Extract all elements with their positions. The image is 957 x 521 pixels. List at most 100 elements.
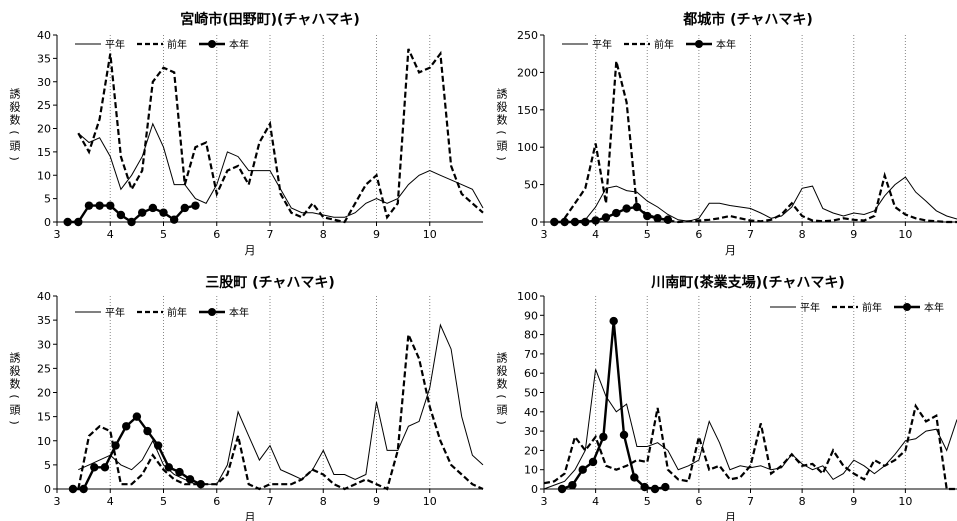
- series-point: [653, 214, 662, 223]
- y-axis-label-char: 頭: [10, 140, 21, 153]
- series-point: [79, 484, 88, 494]
- y-axis-label-char: 数: [10, 114, 21, 127]
- x-tick-label: 7: [747, 495, 754, 508]
- series-line-1: [543, 369, 957, 490]
- series-point: [148, 203, 158, 213]
- legend-label: 本年: [716, 38, 736, 51]
- x-tick-label: 7: [267, 228, 274, 241]
- x-tick-label: 10: [423, 228, 437, 241]
- x-tick-label: 4: [592, 495, 599, 508]
- y-tick-label: 90: [524, 309, 538, 322]
- x-tick-label: 4: [107, 495, 114, 508]
- y-axis-label-char: 頭: [10, 404, 21, 417]
- x-tick-label: 5: [644, 495, 651, 508]
- y-axis-label-char: ): [8, 156, 21, 160]
- series-point: [640, 482, 649, 492]
- y-tick-label: 30: [37, 76, 51, 89]
- series-point: [180, 203, 189, 213]
- y-axis-label-char: 誘: [10, 352, 21, 365]
- series-point: [650, 484, 660, 494]
- x-tick-label: 6: [213, 228, 220, 241]
- legend: 平年 前年 本年: [770, 301, 944, 314]
- x-tick-label: 6: [213, 495, 220, 508]
- legend-label: 前年: [167, 38, 187, 51]
- series-point: [591, 216, 600, 225]
- y-tick-label: 5: [44, 459, 51, 472]
- chart-panel-3: 三股町 (チャハマキ) 0 5 10 15 20 25 30 35 40 3 4 5 6 7 8 9 10 月 誘殺数…: [8, 275, 484, 521]
- series-point: [159, 208, 168, 217]
- series-point: [68, 484, 78, 494]
- series-point: [116, 210, 126, 220]
- x-tick-label: 3: [541, 495, 548, 508]
- legend-label: 本年: [229, 306, 249, 319]
- series-point: [550, 217, 559, 227]
- series-point: [588, 457, 598, 467]
- y-tick-label: 40: [37, 29, 51, 42]
- chart-title: 川南町(茶業支場)(チャハマキ): [650, 274, 844, 291]
- y-axis-label-char: 誘: [497, 352, 508, 365]
- series-point: [122, 422, 131, 431]
- legend-marker: [208, 308, 216, 316]
- series-point: [95, 201, 104, 210]
- series-point: [663, 215, 673, 224]
- series-point: [63, 217, 72, 227]
- series-point: [127, 217, 136, 227]
- x-tick-label: 3: [541, 228, 548, 241]
- chart-title: 宮崎市(田野町)(チャハマキ): [180, 11, 359, 28]
- y-tick-label: 30: [37, 338, 51, 351]
- y-tick-label: 35: [37, 314, 51, 327]
- y-tick-label: 0: [531, 483, 538, 496]
- y-tick-label: 35: [37, 52, 51, 65]
- y-axis-label-char: (: [495, 394, 508, 398]
- series-point: [612, 208, 621, 218]
- y-tick-label: 10: [524, 464, 538, 477]
- y-axis-label-char: 殺: [10, 100, 21, 114]
- series-point: [619, 430, 629, 440]
- series-point: [568, 480, 577, 490]
- series-line-1: [78, 323, 484, 485]
- series-point: [630, 473, 639, 482]
- series-point: [581, 217, 590, 227]
- legend-label: 前年: [862, 301, 882, 314]
- y-tick-label: 5: [44, 193, 51, 206]
- legend-label: 本年: [924, 301, 944, 314]
- legend-marker: [695, 40, 703, 48]
- series-point: [191, 201, 200, 210]
- x-axis-label: 月: [245, 244, 256, 257]
- x-tick-label: 8: [320, 228, 327, 241]
- y-axis-label-char: 数: [10, 378, 21, 391]
- y-axis-label-char: ): [495, 156, 508, 160]
- y-axis-label-char: ): [8, 420, 21, 424]
- series-point: [169, 215, 179, 224]
- series-point: [90, 463, 99, 472]
- legend-label: 前年: [167, 306, 187, 319]
- series-point: [164, 463, 174, 472]
- series-point: [643, 211, 652, 221]
- y-axis-label-char: 殺: [497, 100, 508, 114]
- x-tick-label: 3: [54, 495, 61, 508]
- series-line-2: [77, 48, 484, 224]
- x-tick-label: 4: [592, 228, 599, 241]
- y-tick-label: 25: [37, 362, 51, 375]
- y-tick-label: 40: [37, 290, 51, 303]
- x-tick-label: 9: [373, 228, 380, 241]
- x-tick-label: 9: [850, 228, 857, 241]
- x-tick-label: 6: [695, 228, 702, 241]
- series-point: [578, 465, 587, 474]
- series-point: [661, 482, 670, 492]
- series-point: [74, 217, 83, 227]
- y-tick-label: 50: [524, 179, 538, 192]
- y-tick-label: 20: [524, 444, 538, 457]
- y-axis-label: 誘殺数 (頭): [8, 88, 21, 161]
- legend-label: 平年: [592, 38, 612, 51]
- y-tick-label: 40: [524, 406, 538, 419]
- chart-title: 三股町 (チャハマキ): [205, 275, 335, 291]
- y-tick-label: 0: [44, 483, 51, 496]
- series-point: [560, 217, 569, 227]
- series-line-2: [563, 60, 957, 224]
- x-tick-label: 9: [373, 495, 380, 508]
- y-tick-label: 25: [37, 99, 51, 112]
- y-axis-label-char: (: [8, 130, 21, 134]
- y-axis-label-char: 殺: [10, 364, 21, 378]
